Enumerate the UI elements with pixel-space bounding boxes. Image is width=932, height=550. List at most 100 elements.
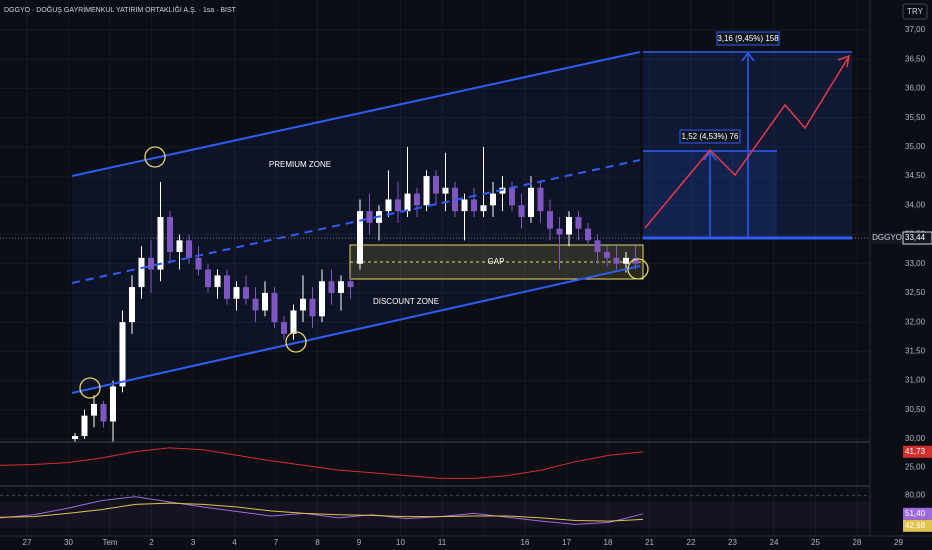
y-tick-label: 37,00 [905,25,926,34]
candle-body [72,436,78,439]
candle-body [594,240,601,253]
candle-body [357,211,363,264]
y-tick-label: 33,00 [905,259,926,268]
circle [144,146,166,168]
x-tick-label: 3 [191,538,196,547]
candle-body [528,187,534,217]
candle-body [262,292,268,311]
channel-upper [71,51,641,177]
y-tick-label: 25,00 [905,462,926,471]
candle-body [205,269,211,288]
y-tick-label: 34,50 [905,171,926,180]
candle-body [214,275,221,288]
value-tag-label: 42,68 [905,521,926,530]
target-label: 1,52 (4,53%) 76 [682,132,739,141]
value-tag [903,507,932,520]
x-tick-label: 9 [357,538,362,547]
indicator-panes [0,441,932,528]
arrow-head [703,150,717,161]
candle-body [224,275,230,299]
projection-head [837,54,850,68]
candle-body [309,298,316,317]
indicator-line [0,447,644,479]
x-tick-label: 7 [274,538,279,547]
candle-body [490,193,496,206]
candle-body [252,298,259,311]
x-tick-label: 23 [728,538,737,547]
candle-body [509,187,515,206]
candle-body [328,281,335,293]
candle-body [167,216,173,253]
y-tick-label: 31,00 [905,376,926,385]
x-tick-label: 30 [64,538,73,547]
touch-circles [79,146,649,399]
candle-body [604,252,610,258]
candle-body [423,176,430,206]
candle-body [442,187,449,194]
x-tick-label: 10 [396,538,405,547]
value-tag-label: 41,73 [905,447,926,456]
candle-body [300,298,306,311]
y-tick-label: 34,00 [905,200,926,209]
candle-body [566,216,572,235]
candle-body [547,211,553,229]
y-tick-label: 32,00 [905,317,926,326]
target-lines [643,51,852,240]
price-tag-label: 33,44 [905,233,926,242]
currency[interactable]: TRY [907,7,924,16]
candles [72,146,639,442]
price-axis-bg [870,0,932,550]
y-tick-label: 30,50 [905,405,926,414]
candle-body [129,287,135,323]
x-tick-label: 4 [232,538,237,547]
candle-body [91,403,97,416]
arrow-head [741,51,755,62]
candle-body [632,257,639,264]
y-tick-label: 32,50 [905,288,926,297]
label-box [679,129,741,144]
candle-body [471,199,477,212]
x-tick-label: 24 [770,538,779,547]
channel-lower [71,265,641,394]
candle-body [414,193,420,206]
title: DGGYO · DOĞUŞ GAYRİMENKUL YATIRIM ORTAKL… [4,5,237,14]
projection [644,57,849,229]
candle-body [385,199,392,212]
x-tick-label: 18 [604,538,613,547]
candle-body [148,257,154,270]
candle-body [433,176,439,194]
x-tick-label: 17 [562,538,571,547]
candle-body [623,257,629,264]
candle-body [319,281,325,317]
y-tick-label: 35,00 [905,142,926,151]
zone-label: DISCOUNT ZONE [373,297,439,306]
candle-body [281,322,287,334]
value-tag-label: 51,40 [905,509,926,518]
x-tick-label: 29 [894,538,903,547]
candle-body [556,228,563,235]
candle-body [404,193,411,212]
y-tick-label: 35,50 [905,113,926,122]
candle-body [119,322,126,387]
x-tick-label: Tem [102,538,117,547]
circle [627,258,649,280]
indicator-line [0,502,644,522]
x-tick-label: 2 [149,538,154,547]
rsi-band [0,501,870,528]
target-label: 3,16 (9,45%) 158 [717,34,779,43]
zone-label: GAP [488,257,505,266]
value-tag [903,519,932,532]
symbol: DGGYO [872,233,902,242]
candle-body [575,216,582,229]
candle-body [110,386,116,422]
currency-box[interactable] [902,3,928,20]
x-tick-label: 11 [438,538,447,547]
y-tick-label: 36,00 [905,84,926,93]
candle-body [157,216,164,270]
candle-body [176,240,183,253]
label-box [716,31,780,46]
zone-label: PREMIUM ZONE [269,160,331,169]
y-tick-label: 30,00 [905,434,926,443]
